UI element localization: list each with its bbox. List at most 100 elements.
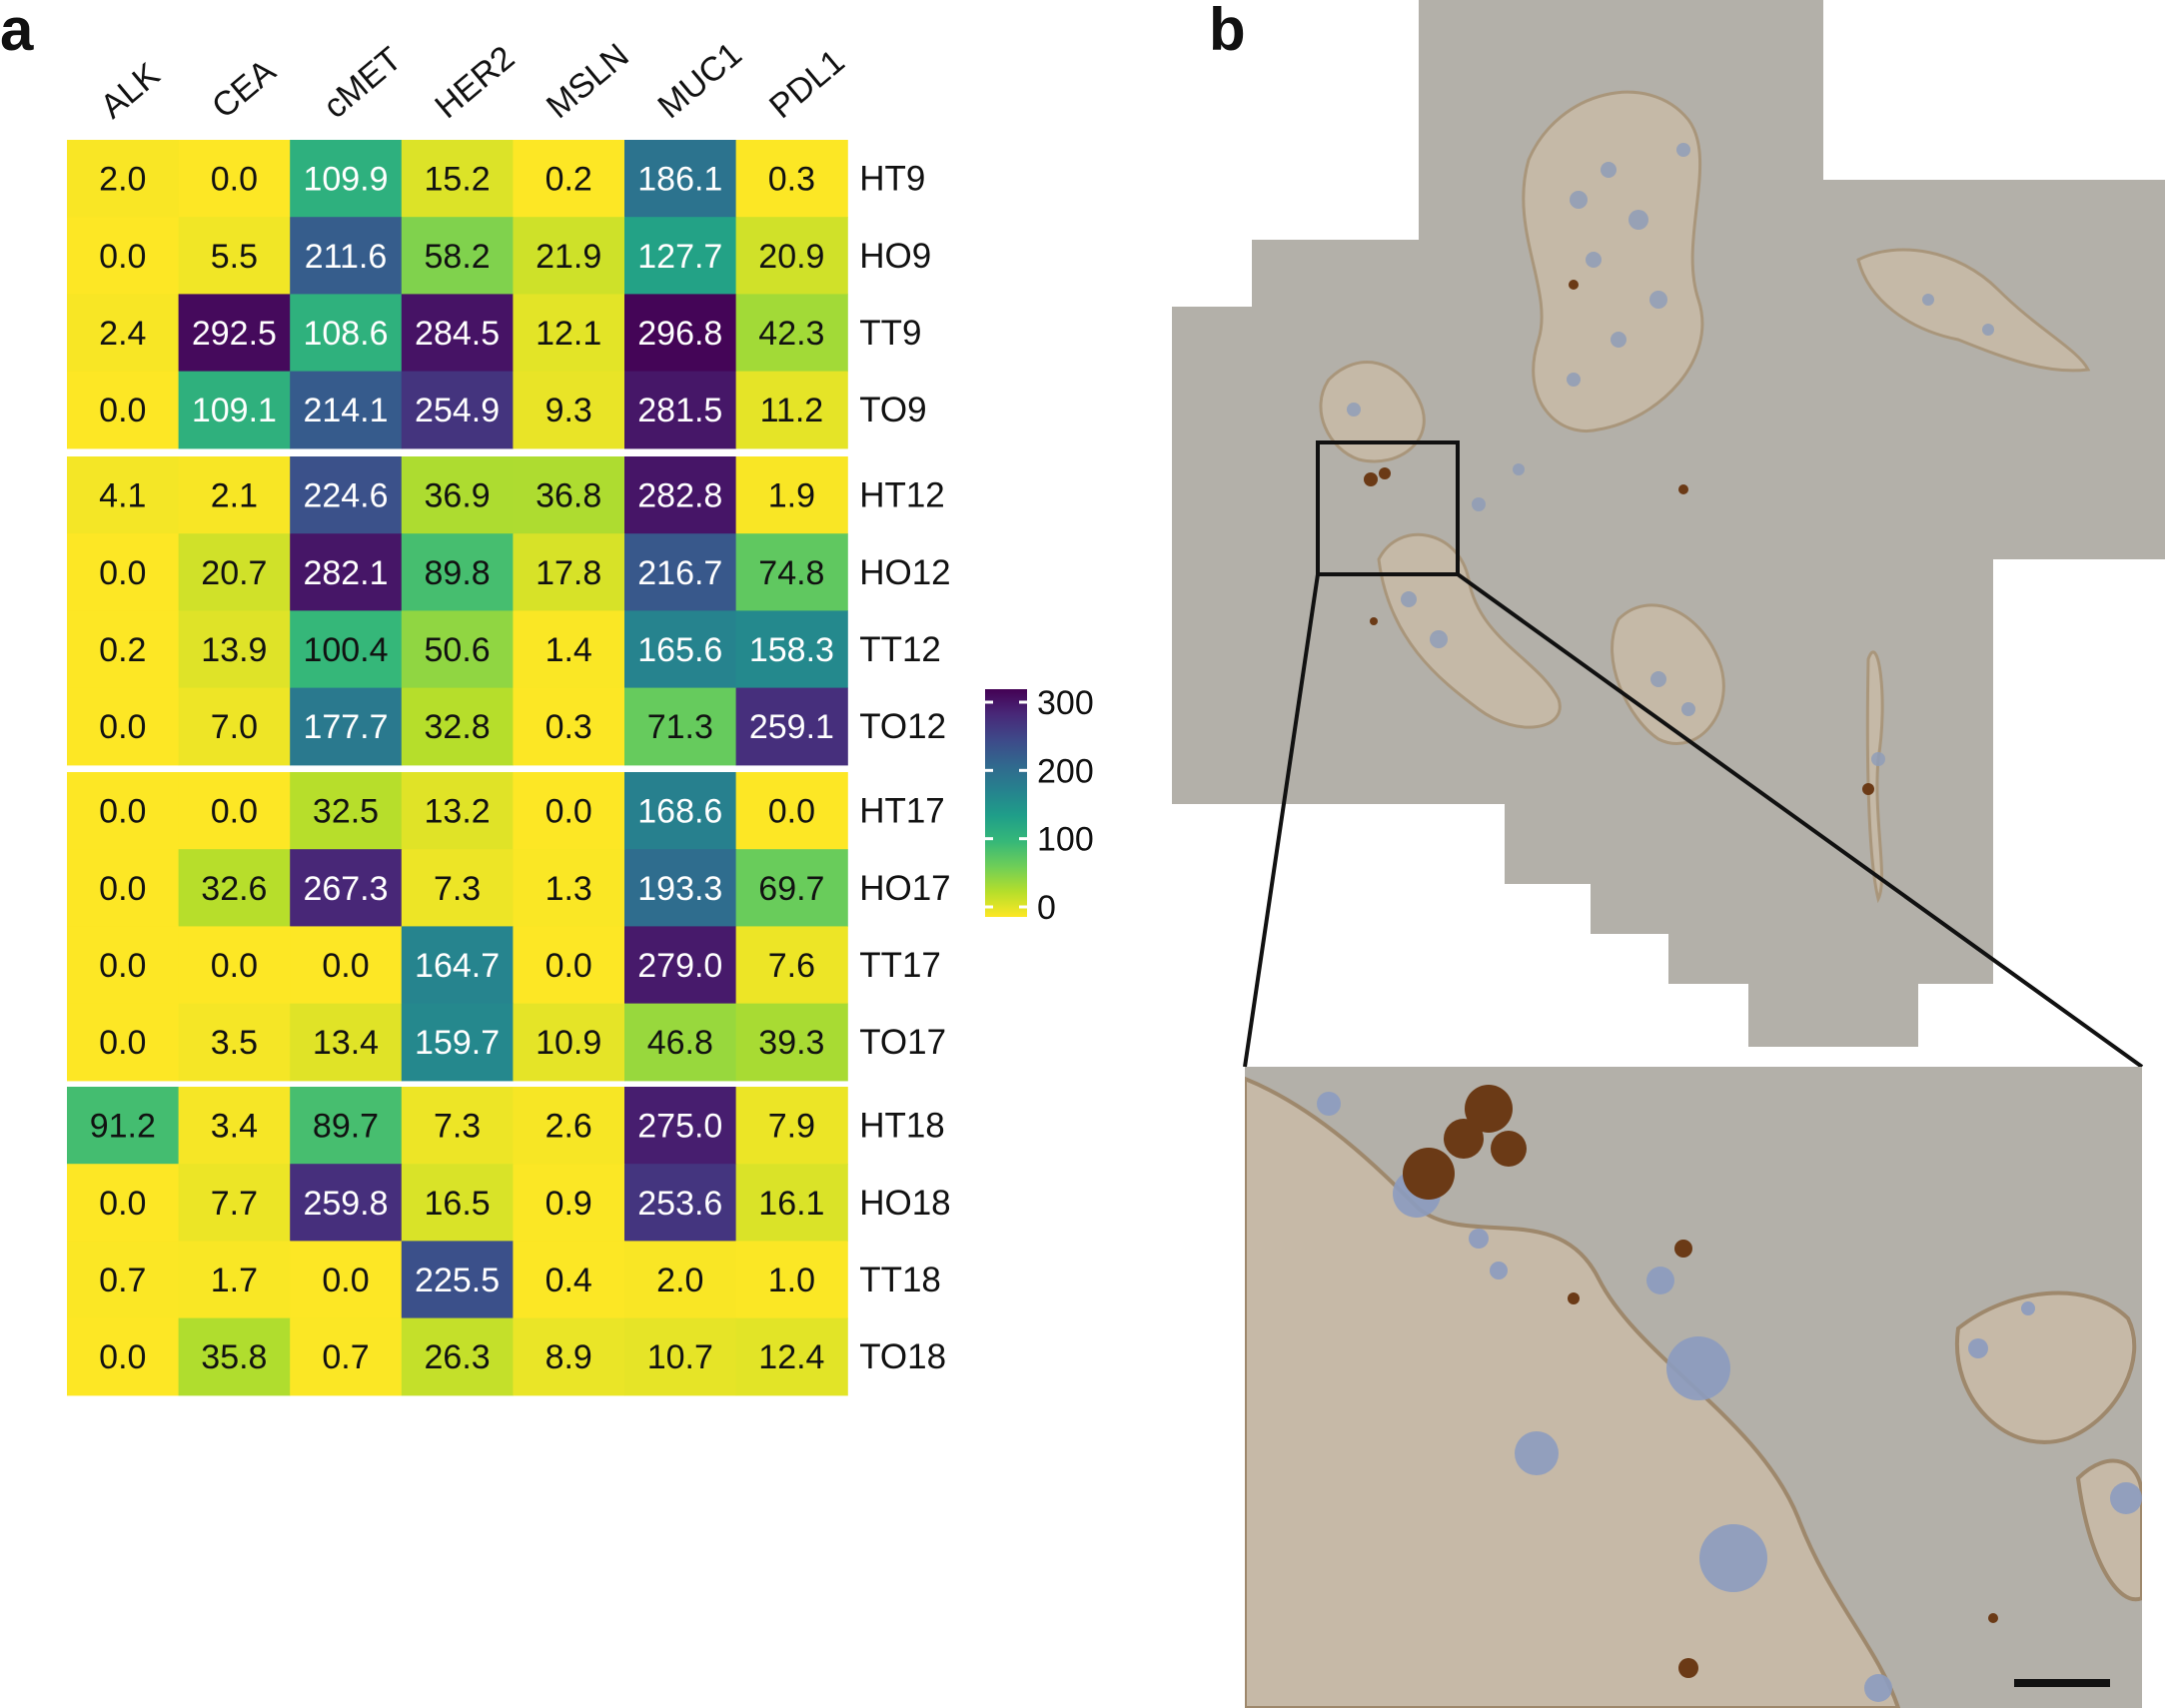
cell-value-label: 2.0 [656, 1262, 703, 1299]
micrograph-zoom-inset [1245, 1067, 2142, 1708]
heatmap-cell [290, 371, 403, 449]
cell-value-label: 7.3 [434, 870, 481, 908]
cell-value-label: 0.7 [322, 1338, 369, 1376]
cell-value-label: 165.6 [637, 631, 722, 669]
heatmap-cell [178, 849, 291, 927]
heatmap-cell [513, 849, 625, 927]
colorbar-tick-label: 0 [1037, 889, 1056, 927]
heatmap-cell [290, 926, 403, 1005]
heatmap-cell [624, 456, 737, 534]
heatmap-cell [67, 687, 180, 766]
heatmap-cell [624, 1087, 737, 1165]
cell-value-label: 0.0 [99, 1024, 146, 1062]
row-label-to17: TO17 [859, 1023, 946, 1062]
colorbar-tick-label: 200 [1037, 752, 1094, 790]
heatmap-cell [290, 1317, 403, 1396]
cell-value-label: 89.8 [425, 554, 491, 592]
heatmap-cell [401, 1164, 514, 1242]
heatmap-cell [735, 687, 848, 766]
heatmap-cell [67, 1164, 180, 1242]
cell-value-label: 17.8 [536, 554, 601, 592]
row-label-ht9: HT9 [859, 160, 925, 199]
cell-value-label: 253.6 [637, 1185, 722, 1223]
heatmap-cell [735, 456, 848, 534]
cell-value-label: 15.2 [425, 161, 491, 199]
cell-value-label: 0.0 [322, 1262, 369, 1299]
column-label-alk: ALK [94, 56, 168, 127]
cell-value-label: 12.4 [758, 1338, 824, 1376]
heatmap-cell [178, 533, 291, 611]
heatmap-cell [513, 1087, 625, 1165]
heatmap-cell [735, 294, 848, 373]
heatmap-cell [178, 140, 291, 218]
cell-value-label: 8.9 [545, 1338, 592, 1376]
cell-value-label: 10.9 [536, 1024, 601, 1062]
cell-value-label: 32.5 [313, 793, 379, 831]
zoom-connector-left [1243, 573, 1320, 1068]
cell-value-label: 0.0 [99, 1338, 146, 1376]
heatmap-cell [67, 1317, 180, 1396]
cell-value-label: 7.9 [768, 1108, 815, 1146]
row-label-ho17: HO17 [859, 869, 950, 908]
cell-value-label: 127.7 [637, 238, 722, 276]
heatmap-cell [178, 1087, 291, 1165]
heatmap-cell [513, 456, 625, 534]
cell-value-label: 32.8 [425, 708, 491, 746]
cell-value-label: 13.2 [425, 793, 491, 831]
heatmap-cell [401, 687, 514, 766]
zoom-region-box [1316, 440, 1460, 576]
heatmap-cell [513, 1003, 625, 1082]
heatmap-cell [401, 1003, 514, 1082]
cell-value-label: 0.0 [99, 793, 146, 831]
heatmap-cell [401, 371, 514, 449]
heatmap-cell [401, 456, 514, 534]
cell-value-label: 2.1 [211, 477, 258, 515]
cell-value-label: 109.9 [303, 161, 388, 199]
cell-value-label: 2.0 [99, 161, 146, 199]
heatmap-cell [290, 1164, 403, 1242]
heatmap-cell [67, 140, 180, 218]
cell-value-label: 109.1 [192, 392, 277, 429]
cell-value-label: 2.4 [99, 315, 146, 353]
cell-value-label: 21.9 [536, 238, 601, 276]
cell-value-label: 71.3 [647, 708, 713, 746]
heatmap-cell [735, 217, 848, 295]
heatmap-cell [290, 849, 403, 927]
heatmap-cell [624, 926, 737, 1005]
heatmap-cell [290, 1003, 403, 1082]
heatmap-cell [624, 533, 737, 611]
heatmap-cell [735, 1164, 848, 1242]
cell-value-label: 193.3 [637, 870, 722, 908]
zoom-connector-right [1456, 572, 2144, 1069]
heatmap-cell [513, 1164, 625, 1242]
heatmap-cell [178, 1241, 291, 1319]
cell-value-label: 168.6 [637, 793, 722, 831]
cell-value-label: 0.0 [99, 708, 146, 746]
cell-value-label: 177.7 [303, 708, 388, 746]
heatmap-cell [178, 1003, 291, 1082]
cell-value-label: 7.6 [768, 947, 815, 985]
cell-value-label: 2.6 [545, 1108, 592, 1146]
heatmap-cell [624, 1241, 737, 1319]
heatmap-cell [513, 533, 625, 611]
heatmap-cell [290, 1087, 403, 1165]
cell-value-label: 36.8 [536, 477, 601, 515]
row-label-ht18: HT18 [859, 1107, 945, 1146]
row-label-ht12: HT12 [859, 476, 945, 515]
heatmap-cell [624, 217, 737, 295]
panel-label-b: b [1209, 0, 1246, 63]
cell-value-label: 186.1 [637, 161, 722, 199]
cell-value-label: 35.8 [201, 1338, 267, 1376]
heatmap-cell [290, 140, 403, 218]
heatmap-cell [513, 610, 625, 689]
cell-value-label: 0.2 [545, 161, 592, 199]
cell-value-label: 259.8 [303, 1185, 388, 1223]
column-label-muc1: MUC1 [651, 35, 749, 126]
cell-value-label: 39.3 [758, 1024, 824, 1062]
cell-value-label: 259.1 [749, 708, 834, 746]
cell-value-label: 284.5 [415, 315, 500, 353]
heatmap-cell [513, 217, 625, 295]
heatmap-cell [178, 371, 291, 449]
heatmap-cell [178, 926, 291, 1005]
cell-value-label: 0.0 [99, 870, 146, 908]
